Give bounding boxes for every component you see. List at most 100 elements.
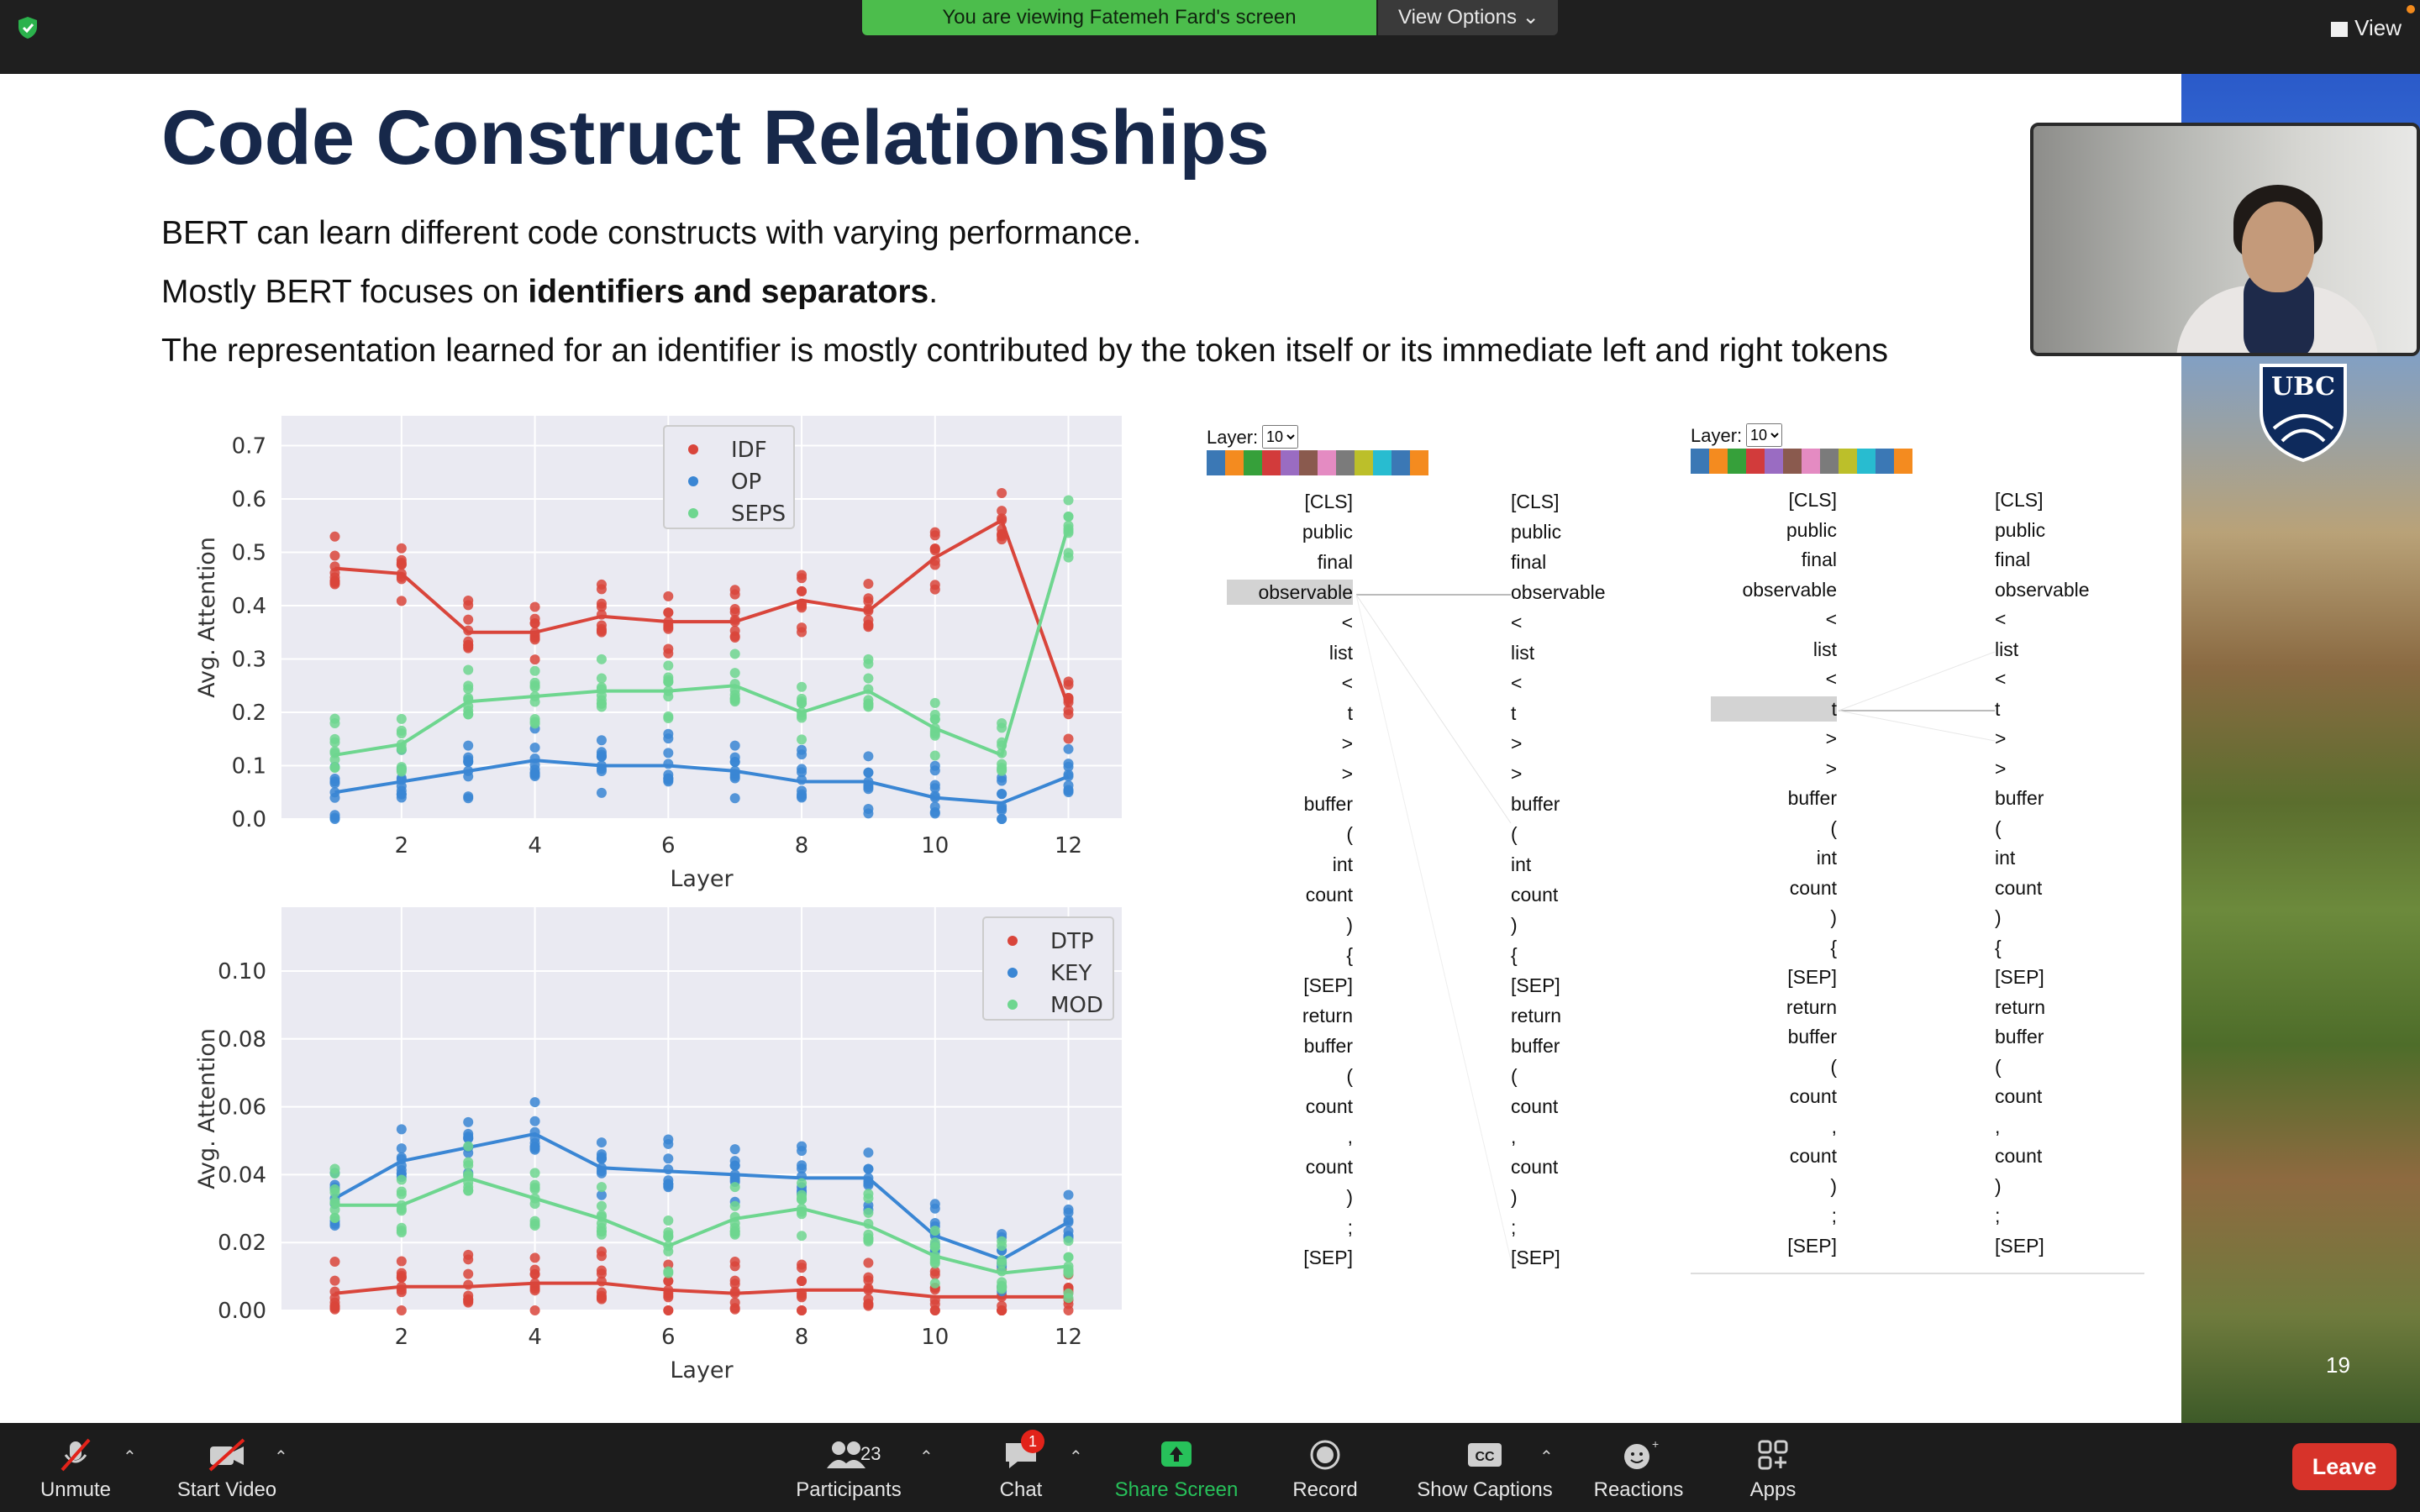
key-token[interactable]: {: [1511, 944, 1518, 966]
query-token[interactable]: >: [1341, 763, 1353, 785]
head-color-swatch[interactable]: [1746, 449, 1765, 474]
query-token[interactable]: ): [1346, 1186, 1353, 1208]
head-color-swatch[interactable]: [1783, 449, 1802, 474]
head-color-swatch[interactable]: [1894, 449, 1912, 474]
key-token[interactable]: (: [1511, 823, 1518, 845]
head-color-swatch[interactable]: [1281, 450, 1299, 475]
show-captions-button[interactable]: CC Show Captions: [1405, 1438, 1565, 1502]
key-token[interactable]: ,: [1511, 1126, 1517, 1147]
key-token[interactable]: buffer: [1511, 1035, 1560, 1057]
view-button[interactable]: View: [2331, 15, 2402, 41]
query-token[interactable]: final: [1317, 551, 1353, 573]
key-token[interactable]: t: [1995, 697, 2001, 720]
head-color-swatch[interactable]: [1410, 450, 1428, 475]
query-token[interactable]: ): [1830, 906, 1837, 928]
query-token[interactable]: [SEP]: [1787, 1234, 1837, 1257]
query-token[interactable]: list: [1812, 638, 1837, 660]
key-token[interactable]: observable: [1511, 581, 1606, 603]
participants-caret-icon[interactable]: ⌃: [919, 1448, 934, 1467]
query-token[interactable]: final: [1801, 549, 1837, 570]
query-token[interactable]: count: [1305, 1156, 1353, 1178]
query-token[interactable]: (: [1830, 816, 1837, 839]
apps-button[interactable]: Apps: [1733, 1438, 1813, 1502]
head-color-swatches-right[interactable]: [1691, 449, 1912, 474]
participants-button[interactable]: 23 Participants: [790, 1438, 908, 1502]
key-token[interactable]: return: [1995, 995, 2046, 1018]
query-token[interactable]: int: [1816, 847, 1837, 869]
query-token[interactable]: ): [1830, 1174, 1837, 1197]
share-screen-button[interactable]: Share Screen: [1105, 1438, 1248, 1502]
query-token[interactable]: >: [1341, 732, 1353, 754]
key-token[interactable]: observable: [1995, 578, 2090, 601]
chat-button[interactable]: 1 Chat: [987, 1430, 1055, 1502]
layer-select[interactable]: 10: [1262, 425, 1298, 449]
key-token[interactable]: <: [1995, 608, 2007, 630]
key-token[interactable]: count: [1511, 884, 1559, 906]
key-token[interactable]: [CLS]: [1995, 489, 2044, 511]
key-token[interactable]: public: [1995, 518, 2046, 541]
query-token[interactable]: ,: [1347, 1126, 1353, 1147]
query-token[interactable]: [SEP]: [1303, 1247, 1353, 1268]
head-color-swatch[interactable]: [1336, 450, 1355, 475]
head-color-swatch[interactable]: [1765, 449, 1783, 474]
key-token[interactable]: ;: [1511, 1216, 1517, 1238]
query-token[interactable]: t: [1711, 696, 1837, 722]
key-token[interactable]: <: [1511, 612, 1523, 633]
query-token[interactable]: [SEP]: [1303, 974, 1353, 996]
head-color-swatch[interactable]: [1709, 449, 1728, 474]
key-token[interactable]: >: [1995, 757, 2007, 780]
query-token[interactable]: ): [1346, 914, 1353, 936]
query-token[interactable]: list: [1328, 642, 1353, 664]
query-token[interactable]: <: [1825, 668, 1837, 690]
key-token[interactable]: (: [1995, 816, 2002, 839]
query-token[interactable]: <: [1825, 608, 1837, 630]
key-token[interactable]: ;: [1995, 1205, 2001, 1226]
query-token[interactable]: buffer: [1303, 1035, 1353, 1057]
query-token[interactable]: count: [1789, 1085, 1837, 1107]
reactions-button[interactable]: + Reactions: [1588, 1437, 1689, 1502]
view-options-button[interactable]: View Options ⌄: [1378, 0, 1558, 35]
chat-caret-icon[interactable]: ⌃: [1069, 1448, 1083, 1467]
query-token[interactable]: count: [1305, 1095, 1353, 1117]
head-color-swatch[interactable]: [1225, 450, 1244, 475]
key-token[interactable]: [SEP]: [1995, 966, 2044, 988]
key-token[interactable]: [SEP]: [1511, 974, 1560, 996]
query-token[interactable]: >: [1825, 727, 1837, 749]
head-color-swatch[interactable]: [1691, 449, 1709, 474]
query-token[interactable]: observable: [1227, 580, 1353, 605]
key-token[interactable]: count: [1995, 876, 2043, 899]
head-color-swatch[interactable]: [1318, 450, 1336, 475]
leave-button[interactable]: Leave: [2292, 1443, 2396, 1490]
key-token[interactable]: final: [1995, 549, 2031, 570]
query-token[interactable]: ,: [1831, 1115, 1837, 1137]
query-token[interactable]: {: [1346, 944, 1353, 966]
key-token[interactable]: [SEP]: [1511, 1247, 1560, 1268]
key-token[interactable]: int: [1995, 847, 2016, 869]
audio-options-caret-icon[interactable]: ⌃: [123, 1448, 137, 1467]
head-color-swatch[interactable]: [1299, 450, 1318, 475]
query-token[interactable]: (: [1830, 1055, 1837, 1078]
key-token[interactable]: <: [1511, 672, 1523, 694]
key-token[interactable]: final: [1511, 551, 1547, 573]
key-token[interactable]: ): [1995, 906, 2002, 928]
key-token[interactable]: list: [1995, 638, 2019, 660]
query-token[interactable]: buffer: [1787, 787, 1837, 809]
key-token[interactable]: int: [1511, 853, 1532, 875]
key-token[interactable]: count: [1995, 1145, 2043, 1167]
query-token[interactable]: >: [1825, 757, 1837, 780]
head-color-swatch[interactable]: [1839, 449, 1857, 474]
query-token[interactable]: return: [1302, 1005, 1353, 1026]
query-token[interactable]: public: [1786, 518, 1837, 541]
key-token[interactable]: count: [1511, 1095, 1559, 1117]
key-token[interactable]: ,: [1995, 1115, 2001, 1137]
query-token[interactable]: observable: [1742, 578, 1837, 601]
query-token[interactable]: return: [1786, 995, 1837, 1018]
key-token[interactable]: return: [1511, 1005, 1562, 1026]
key-token[interactable]: [SEP]: [1995, 1234, 2044, 1257]
query-token[interactable]: (: [1346, 1065, 1353, 1087]
head-color-swatch[interactable]: [1857, 449, 1876, 474]
key-token[interactable]: ): [1511, 914, 1518, 936]
key-token[interactable]: (: [1995, 1055, 2002, 1078]
key-token[interactable]: list: [1511, 642, 1535, 664]
participant-video-thumbnail[interactable]: [2030, 123, 2420, 356]
